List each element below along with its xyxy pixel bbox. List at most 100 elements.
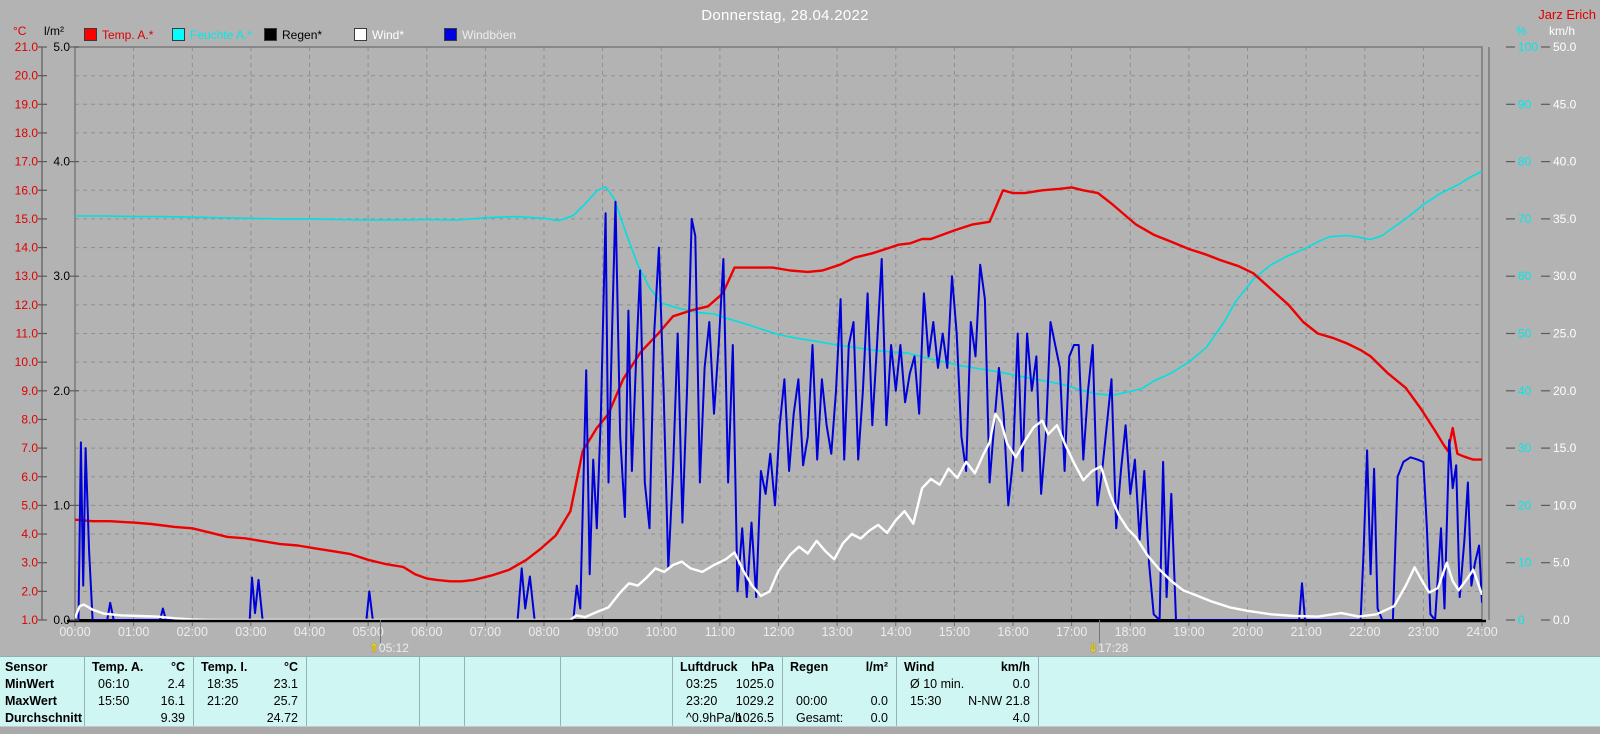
cell-value: 2.4 [167, 677, 185, 691]
legend-item-label: Feuchte A.* [190, 28, 253, 42]
x-tick-label: 19:00 [1173, 625, 1204, 639]
table-column-tempa: Temp. A. °C 06:10 2.4 15:50 16.1 9.39 [84, 657, 193, 727]
x-tick-label: 12:00 [763, 625, 794, 639]
x-tick-label: 01:00 [118, 625, 149, 639]
cell-value: 0.0 [1012, 677, 1030, 691]
wind-tick-label: 40.0 [1553, 155, 1577, 169]
table-row-label: Sensor [5, 660, 48, 674]
temp-tick-label: 2.0 [21, 584, 38, 598]
table-column-divider [672, 657, 673, 727]
temp-tick-label: 13.0 [15, 269, 39, 283]
legend-swatch-icon [264, 28, 277, 41]
table-row-label: MinWert [5, 677, 55, 691]
x-tick-label: 14:00 [880, 625, 911, 639]
wind-tick-label: 15.0 [1553, 441, 1577, 455]
legend-item-5[interactable]: Windböen [444, 28, 516, 42]
legend-item-4[interactable]: Wind* [354, 28, 404, 42]
temp-tick-label: 4.0 [21, 527, 38, 541]
table-column-divider [1038, 657, 1039, 727]
x-tick-label: 08:00 [528, 625, 559, 639]
cell-time: ^0.9hPa/h [686, 711, 742, 725]
cell-time: 21:20 [207, 694, 239, 708]
table-column-empty-9 [1038, 657, 1600, 727]
cell-value: 23.1 [273, 677, 298, 691]
series-tempa [75, 186, 1482, 583]
cell-value: 1026.5 [735, 711, 774, 725]
series-feuchtea [75, 170, 1482, 397]
x-tick-label: 03:00 [235, 625, 266, 639]
temp-tick-label: 3.0 [21, 556, 38, 570]
temp-axis-unit: °C [13, 24, 27, 38]
legend-swatch-icon [354, 28, 367, 41]
cell-value: 0.0 [870, 711, 888, 725]
rain-tick-label: 3.0 [53, 269, 70, 283]
humidity-axis-unit: % [1516, 24, 1527, 38]
x-tick-label: 22:00 [1349, 625, 1380, 639]
table-column-divider [464, 657, 465, 727]
temp-tick-label: 17.0 [15, 155, 39, 169]
x-tick-label: 02:00 [177, 625, 208, 639]
rain-tick-label: 2.0 [53, 384, 70, 398]
temp-tick-label: 6.0 [21, 470, 38, 484]
humidity-tick-label: 90 [1518, 97, 1532, 111]
cell-time: 23:20 [686, 694, 718, 708]
station-owner-label: Jarz Erich [1538, 7, 1596, 22]
humidity-tick-label: 100 [1518, 40, 1538, 54]
x-tick-label: 13:00 [821, 625, 852, 639]
temp-tick-label: 9.0 [21, 384, 38, 398]
x-tick-label: 06:00 [411, 625, 442, 639]
wind-tick-label: 45.0 [1553, 97, 1577, 111]
wind-tick-label: 20.0 [1553, 384, 1577, 398]
humidity-tick-label: 60 [1518, 269, 1532, 283]
table-column-wind: Wind km/h Ø 10 min. 0.0 15:30 N-NW 21.8 4.0 [896, 657, 1038, 727]
x-tick-label: 16:00 [997, 625, 1028, 639]
table-column-divider [419, 657, 420, 727]
legend-item-1[interactable]: Temp. A.* [84, 28, 153, 42]
x-tick-label: 10:00 [646, 625, 677, 639]
series-windben [75, 200, 1482, 620]
table-row-label: Durchschnitt [5, 711, 83, 725]
table-column-empty-3 [419, 657, 464, 727]
chart-svg: 21.0 20.0 19.0 18.0 17.0 16.0 15.0 14.0 13.0 12.0… [15, 40, 1577, 639]
x-tick-label: 07:00 [470, 625, 501, 639]
cell-value: 1025.0 [735, 677, 774, 691]
column-title: Luftdruck [680, 660, 738, 674]
wind-axis-unit: km/h [1549, 24, 1576, 38]
cell-time: 00:00 [796, 694, 828, 708]
table-column-regen: Regen l/m² 00:00 0.0 Gesamt: 0.0 [782, 657, 896, 727]
cell-value: 9.39 [160, 711, 185, 725]
wind-tick-label: 5.0 [1553, 556, 1570, 570]
x-tick-label: 04:00 [294, 625, 325, 639]
legend-swatch-icon [172, 28, 185, 41]
x-tick-label: 00:00 [59, 625, 90, 639]
humidity-tick-label: 40 [1518, 384, 1532, 398]
legend-item-label: Regen* [282, 28, 323, 42]
column-unit: hPa [751, 660, 774, 674]
rain-tick-label: 4.0 [53, 155, 70, 169]
column-unit: km/h [1000, 660, 1030, 674]
summary-table: Sensor MinWert MaxWert Durchschnitt Temp. A.… [0, 656, 1600, 727]
x-tick-label: 17:00 [1056, 625, 1087, 639]
cell-time: Ø 10 min. [910, 677, 965, 691]
legend-swatch-icon [84, 28, 97, 41]
legend-item-2[interactable]: Feuchte A.* [172, 28, 253, 42]
table-column-divider [560, 657, 561, 727]
column-title: Regen [790, 660, 829, 674]
cell-time: 15:50 [98, 694, 130, 708]
temp-tick-label: 1.0 [21, 613, 38, 627]
x-tick-label: 24:00 [1466, 625, 1497, 639]
rain-tick-label: 5.0 [53, 40, 70, 54]
cell-time: 15:30 [910, 694, 942, 708]
cell-value: 24.72 [266, 711, 298, 725]
temp-tick-label: 21.0 [15, 40, 39, 54]
x-tick-label: 11:00 [705, 625, 735, 639]
legend-item-3[interactable]: Regen* [264, 28, 323, 42]
x-tick-label: 23:00 [1408, 625, 1439, 639]
cell-time: 18:35 [207, 677, 239, 691]
table-column-luftdruck: Luftdruck hPa 03:25 1025.0 23:20 1029.2 ^0.9hP… [672, 657, 782, 727]
column-unit: °C [283, 660, 298, 674]
table-column-empty-2 [306, 657, 419, 727]
column-unit: l/m² [865, 660, 888, 674]
column-unit: °C [170, 660, 185, 674]
